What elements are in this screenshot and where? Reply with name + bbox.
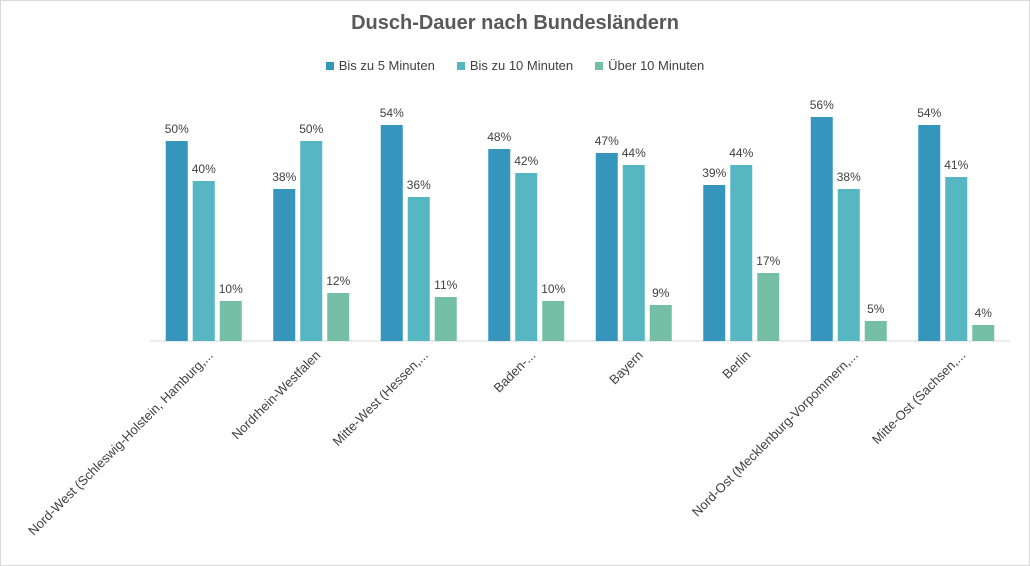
bar [622, 165, 645, 341]
bar [810, 117, 833, 341]
bar [837, 189, 860, 341]
bar [945, 177, 968, 341]
chart-title: Dusch-Dauer nach Bundesländern [351, 12, 679, 34]
data-label: 48% [487, 130, 511, 144]
data-label: 54% [380, 106, 404, 120]
legend-swatch [325, 61, 334, 70]
category-label: Berlin [719, 348, 753, 382]
data-label: 17% [756, 254, 780, 268]
bar [407, 197, 430, 341]
bar [219, 301, 242, 341]
bar [757, 273, 780, 341]
chart-legend: Bis zu 5 Minuten Bis zu 10 Minuten Über 10… [0, 58, 1030, 73]
data-label: 42% [514, 154, 538, 168]
bar [327, 293, 350, 341]
bar [542, 301, 565, 341]
legend-swatch [456, 61, 465, 70]
legend-item-3: Über 10 Minuten [595, 58, 704, 73]
bar [488, 149, 511, 341]
bar [918, 125, 941, 341]
data-label: 54% [917, 106, 941, 120]
category-label: Mitte-Ost (Sachsen,... [869, 348, 968, 447]
data-label: 38% [272, 170, 296, 184]
bar [595, 153, 618, 341]
data-label: 9% [652, 286, 670, 300]
category-label: Baden-... [490, 348, 538, 396]
category-label: Nord-Ost (Mecklenburg-Vorpommern,... [689, 348, 861, 520]
data-label: 39% [702, 166, 726, 180]
legend-swatch [595, 61, 604, 70]
bar [703, 185, 726, 341]
legend-label: Über 10 Minuten [608, 58, 705, 73]
data-label: 40% [192, 162, 216, 176]
bar [730, 165, 753, 341]
legend-label: Bis zu 10 Minuten [469, 58, 574, 73]
data-label: 56% [810, 98, 834, 112]
bar [649, 305, 672, 341]
bar [434, 297, 457, 341]
data-label: 5% [867, 302, 885, 316]
data-label: 11% [434, 278, 457, 292]
bar [380, 125, 403, 341]
bar [864, 321, 887, 341]
bar [300, 141, 323, 341]
data-label: 50% [165, 122, 189, 136]
data-label: 12% [326, 274, 350, 288]
data-label: 10% [219, 282, 243, 296]
category-label: Mitte-West (Hessen,... [330, 348, 431, 449]
category-label: Nord-West (Schleswig-Holstein, Hamburg,.… [25, 348, 216, 539]
legend-item-2: Bis zu 10 Minuten [456, 58, 574, 73]
data-label: 10% [541, 282, 565, 296]
data-label: 44% [729, 146, 753, 160]
bar [165, 141, 188, 341]
data-label: 47% [595, 134, 619, 148]
data-label: 4% [975, 306, 993, 320]
bar [972, 325, 995, 341]
category-label: Nordrhein-Westfalen [229, 348, 324, 443]
data-label: 50% [299, 122, 323, 136]
category-label: Bayern [606, 348, 646, 388]
legend-item-1: Bis zu 5 Minuten [325, 58, 435, 73]
data-label: 44% [622, 146, 646, 160]
data-label: 36% [407, 178, 431, 192]
data-label: 38% [837, 170, 861, 184]
legend-label: Bis zu 5 Minuten [338, 58, 435, 73]
data-label: 41% [944, 158, 968, 172]
bar [515, 173, 538, 341]
bar [192, 181, 215, 341]
bar [273, 189, 296, 341]
